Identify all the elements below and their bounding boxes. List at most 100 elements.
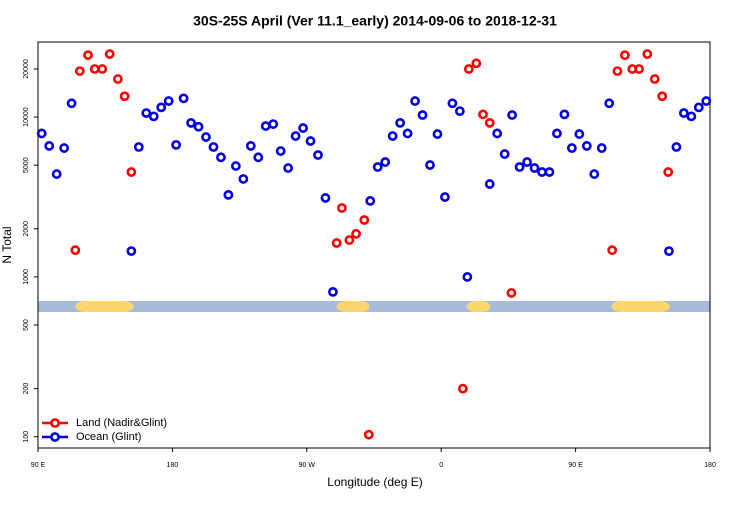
- y-axis-label: N Total: [0, 226, 14, 263]
- point: [678, 108, 689, 118]
- point: [686, 111, 697, 122]
- legend-label: Land (Nadir&Glint): [76, 417, 167, 429]
- point: [649, 74, 660, 84]
- x-tick-label: 90 E: [31, 462, 46, 469]
- x-axis-label: Longitude (deg E): [327, 475, 422, 489]
- point: [320, 193, 331, 203]
- point: [484, 179, 495, 189]
- point: [163, 96, 174, 106]
- y-tick-label: 5000: [23, 157, 30, 173]
- point: [507, 110, 518, 120]
- point: [395, 117, 406, 128]
- chart-title: 30S-25S April (Ver 11.1_early) 2014-09-0…: [193, 13, 557, 29]
- point: [425, 160, 435, 170]
- land-band: [336, 301, 370, 312]
- point: [663, 167, 674, 177]
- point: [454, 106, 465, 117]
- land-band: [75, 301, 134, 312]
- point: [417, 110, 428, 120]
- plot-frame: [37, 41, 711, 449]
- point: [201, 132, 211, 142]
- point: [275, 146, 286, 156]
- point: [607, 245, 618, 256]
- x-tick-label: 180: [167, 462, 179, 469]
- point: [283, 163, 294, 173]
- point: [126, 167, 137, 177]
- point: [537, 167, 547, 177]
- y-tick-label: 200: [23, 383, 30, 395]
- point: [552, 128, 562, 139]
- y-tick-label: 10000: [23, 107, 30, 127]
- point: [701, 96, 712, 106]
- point: [693, 102, 704, 113]
- point: [514, 162, 525, 172]
- point: [290, 131, 301, 141]
- point: [387, 131, 398, 141]
- point: [410, 96, 420, 106]
- point: [604, 98, 615, 109]
- point: [522, 157, 532, 167]
- point: [171, 139, 182, 150]
- point: [492, 128, 503, 139]
- point: [126, 246, 137, 257]
- point: [351, 228, 361, 239]
- point: [331, 238, 342, 248]
- point: [186, 117, 196, 128]
- point: [97, 64, 108, 74]
- point: [559, 109, 570, 120]
- point: [499, 149, 510, 159]
- point: [484, 117, 495, 128]
- point: [208, 142, 219, 152]
- y-tick-label: 20000: [23, 59, 30, 79]
- legend-marker: [50, 432, 60, 442]
- point: [619, 50, 630, 61]
- point: [178, 93, 189, 104]
- y-tick-label: 1000: [23, 269, 30, 285]
- y-tick-label: 100: [23, 431, 30, 443]
- point: [566, 143, 577, 153]
- point: [223, 189, 234, 200]
- point: [268, 119, 279, 129]
- point: [372, 162, 383, 172]
- point: [462, 272, 473, 282]
- point: [402, 128, 413, 139]
- point: [529, 163, 540, 173]
- point: [359, 215, 370, 225]
- land-band: [466, 301, 491, 312]
- point: [365, 195, 376, 206]
- point: [148, 111, 159, 122]
- point: [463, 64, 474, 74]
- point: [89, 64, 100, 74]
- point: [141, 108, 152, 118]
- point: [471, 58, 482, 69]
- point: [380, 157, 391, 167]
- point: [156, 102, 167, 113]
- point: [574, 129, 585, 139]
- x-tick-label: 90 E: [568, 462, 583, 469]
- point: [44, 141, 55, 151]
- point: [612, 66, 623, 76]
- point: [440, 192, 450, 202]
- y-tick-label: 2000: [23, 221, 30, 237]
- point: [664, 246, 674, 257]
- point: [59, 143, 70, 153]
- point: [581, 141, 592, 151]
- point: [344, 235, 355, 245]
- point: [238, 174, 249, 184]
- land-band: [611, 301, 670, 312]
- point: [298, 123, 308, 133]
- y-tick-label: 500: [23, 319, 30, 331]
- point: [328, 286, 338, 297]
- point: [506, 288, 517, 298]
- point: [260, 121, 271, 131]
- point: [245, 141, 256, 151]
- x-tick-label: 180: [704, 462, 716, 469]
- point: [74, 66, 85, 76]
- point: [432, 129, 443, 139]
- point: [83, 50, 93, 61]
- point: [66, 98, 77, 109]
- point: [544, 167, 555, 177]
- point: [253, 152, 264, 163]
- point: [36, 128, 47, 139]
